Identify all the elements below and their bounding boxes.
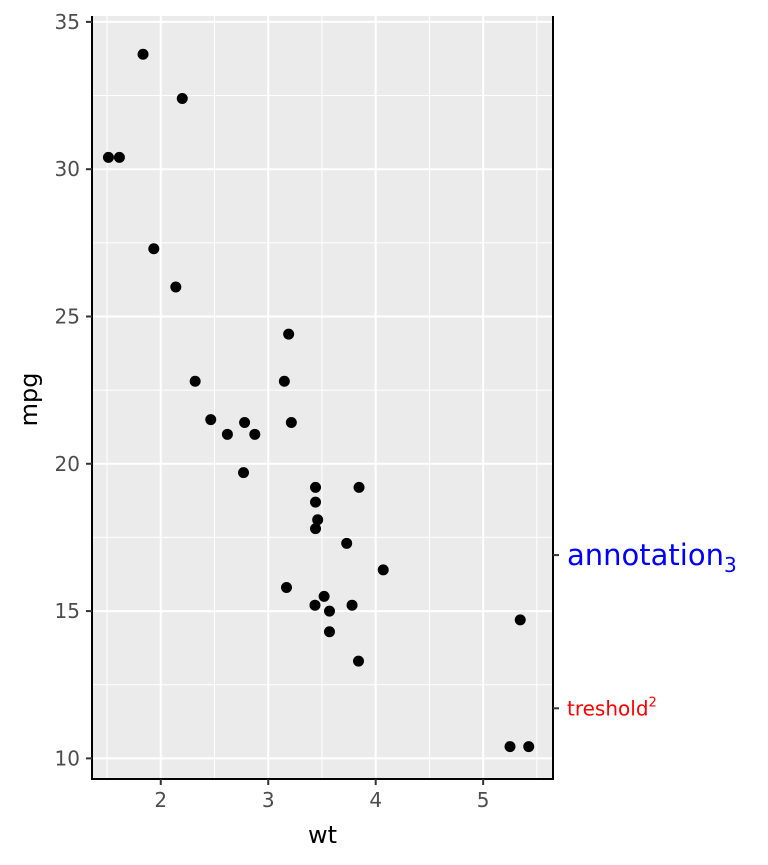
y-tick-label: 15 (55, 599, 80, 623)
data-point (504, 741, 516, 753)
data-point (310, 523, 322, 535)
plot-panel (92, 16, 553, 779)
data-point (176, 92, 188, 104)
data-point (341, 537, 353, 549)
data-point (148, 243, 160, 255)
y-tick-label: 30 (55, 157, 80, 181)
data-point (285, 417, 297, 429)
data-point (205, 414, 217, 426)
data-point (352, 655, 364, 667)
x-tick-label: 3 (262, 788, 275, 812)
data-point (353, 481, 365, 493)
y-tick-label: 10 (55, 746, 80, 770)
data-point (323, 605, 335, 617)
y-tick-label: 20 (55, 452, 80, 476)
data-point (238, 467, 250, 479)
data-point (221, 428, 233, 440)
annotation-label: annotation3 (567, 538, 737, 577)
data-point (170, 281, 182, 293)
data-points (102, 48, 535, 753)
data-point (514, 614, 526, 626)
y-axis-title: mpg (15, 373, 43, 427)
y-axis-ticks: 10 15 20 25 30 35 (55, 10, 92, 770)
x-axis-ticks: 2 3 4 5 (154, 779, 490, 812)
x-tick-label: 5 (477, 788, 490, 812)
y-tick-label: 25 (55, 304, 80, 328)
x-tick-label: 4 (369, 788, 382, 812)
data-point (523, 741, 535, 753)
data-point (323, 626, 335, 638)
data-point (137, 48, 149, 60)
data-point (310, 481, 322, 493)
data-point (239, 417, 251, 429)
data-point (283, 328, 295, 340)
data-point (249, 428, 261, 440)
data-point (312, 514, 324, 526)
data-point (346, 599, 358, 611)
minor-gridlines (92, 16, 553, 779)
x-axis-title: wt (308, 821, 337, 849)
data-point (278, 375, 290, 387)
major-gridlines (92, 16, 553, 779)
data-point (281, 582, 293, 594)
data-point (113, 151, 125, 163)
y-tick-label: 35 (55, 10, 80, 34)
threshold-label: treshold2 (567, 695, 657, 720)
data-point (318, 590, 330, 602)
x-tick-label: 2 (154, 788, 167, 812)
data-point (309, 599, 321, 611)
data-point (377, 564, 389, 576)
data-point (102, 151, 114, 163)
data-point (189, 375, 201, 387)
data-point (310, 496, 322, 508)
right-axis-annotations: annotation3 treshold2 (553, 538, 737, 720)
